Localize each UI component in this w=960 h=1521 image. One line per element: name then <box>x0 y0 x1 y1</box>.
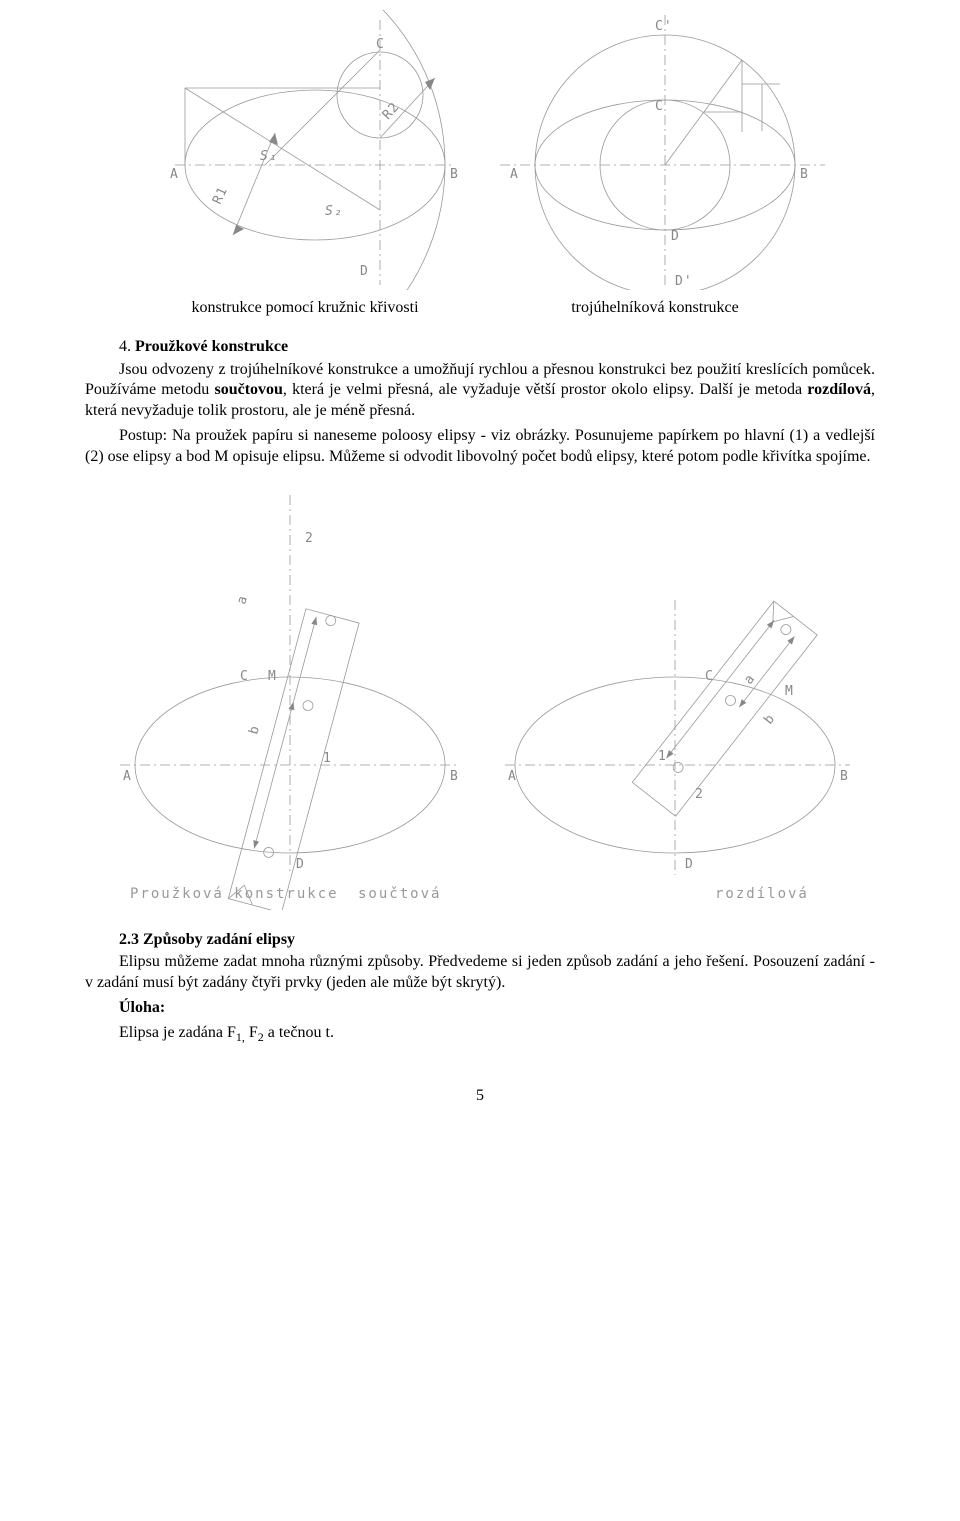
label-c: C <box>376 37 385 52</box>
label-c2: C <box>655 99 664 114</box>
svg-text:B: B <box>840 769 849 784</box>
svg-text:M: M <box>785 684 794 699</box>
figure-row-top: S₁ S₂ A B C D R1 R2 A B C C' D D' <box>85 10 875 290</box>
section4-title: Proužkové konstrukce <box>135 338 288 355</box>
label-dp: D' <box>675 274 693 289</box>
caption-fig1: konstrukce pomocí kružnic křivosti <box>130 298 480 319</box>
label-d2: D <box>671 229 680 244</box>
label-a: A <box>170 167 179 182</box>
svg-text:Proužková konstrukce: Proužková konstrukce <box>130 886 339 902</box>
svg-text:A: A <box>123 769 132 784</box>
label-a2: A <box>510 167 519 182</box>
section23-p1: Elipsu můžeme zadat mnoha různými způsob… <box>85 952 875 994</box>
fig-strip-diff: A B C M D 1 2 a b rozdílová <box>480 480 870 910</box>
svg-text:b: b <box>761 711 778 727</box>
fig-triangle-construction: A B C C' D D' <box>480 10 840 290</box>
page-number: 5 <box>85 1086 875 1107</box>
svg-text:rozdílová: rozdílová <box>715 886 809 902</box>
svg-text:A: A <box>508 769 517 784</box>
svg-text:C: C <box>240 669 249 684</box>
label-cp: C' <box>655 19 673 34</box>
section23-title: 2.3 Způsoby zadání elipsy <box>119 930 875 951</box>
svg-text:1: 1 <box>323 751 332 766</box>
svg-text:1: 1 <box>658 749 667 764</box>
task-text: Elipsa je zadána F1, F2 a tečnou t. <box>85 1023 875 1046</box>
label-s2: S₂ <box>325 204 343 219</box>
svg-text:D: D <box>296 857 305 872</box>
section4-intro: 4. Proužkové konstrukce <box>85 337 875 358</box>
svg-text:B: B <box>450 769 459 784</box>
section4-p2: Postup: Na proužek papíru si naneseme po… <box>85 426 875 468</box>
svg-text:a: a <box>741 671 758 687</box>
svg-text:a: a <box>234 593 251 605</box>
fig-circles-of-curvature: S₁ S₂ A B C D R1 R2 <box>120 10 480 290</box>
label-r2: R2 <box>380 100 403 123</box>
caption-row-top: konstrukce pomocí kružnic křivosti trojú… <box>130 298 830 319</box>
svg-text:D: D <box>685 857 694 872</box>
svg-text:b: b <box>246 723 263 735</box>
svg-text:2: 2 <box>305 531 314 546</box>
label-b2: B <box>800 167 809 182</box>
svg-text:M: M <box>268 669 277 684</box>
caption-fig2: trojúhelníková konstrukce <box>480 298 830 319</box>
task-label: Úloha: <box>85 998 875 1019</box>
svg-text:C: C <box>705 669 714 684</box>
svg-text:součtová: součtová <box>358 886 441 902</box>
figure-row-middle: A B C M D 1 2 a b Proužková konstrukce s… <box>85 480 875 910</box>
label-b: B <box>450 167 459 182</box>
label-s1: S₁ <box>260 149 278 164</box>
svg-text:2: 2 <box>695 787 704 802</box>
label-d: D <box>360 264 369 279</box>
label-r1: R1 <box>210 184 231 206</box>
section4-p1: Jsou odvozeny z trojúhelníkové konstrukc… <box>85 360 875 422</box>
fig-strip-sum: A B C M D 1 2 a b Proužková konstrukce s… <box>90 480 480 910</box>
